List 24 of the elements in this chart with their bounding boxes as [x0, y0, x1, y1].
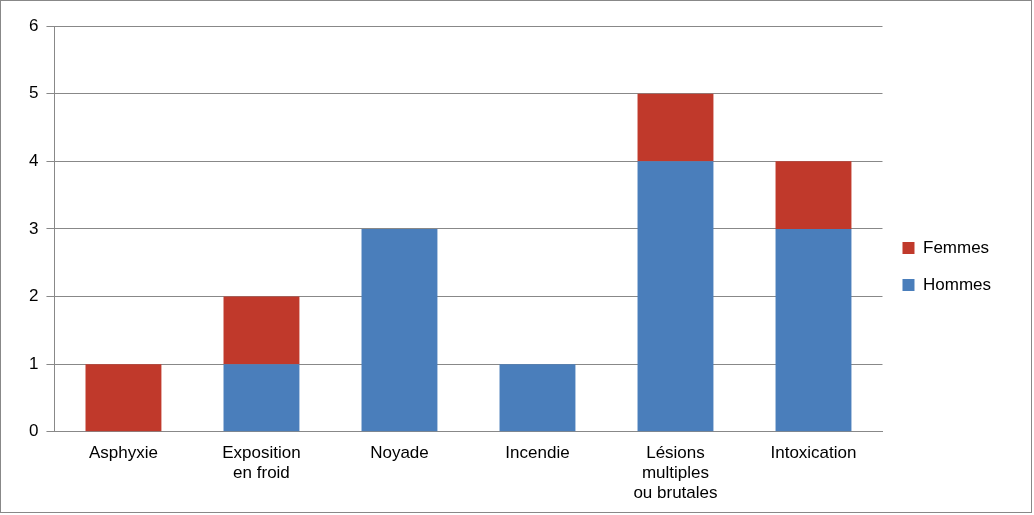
bar [85, 364, 162, 432]
y-tick-label: 1 [28, 353, 39, 373]
legend-label: Femmes [922, 237, 990, 257]
bar [637, 161, 714, 432]
bar [499, 364, 576, 432]
y-tick-label: 4 [28, 150, 39, 170]
x-tick-label: Intoxication [770, 442, 857, 462]
bar [637, 93, 714, 162]
x-tick-label: Lésions multiples ou brutales [633, 442, 718, 503]
bar [223, 296, 300, 365]
y-tick-label: 6 [28, 15, 39, 35]
x-tick-label: Asphyxie [88, 442, 158, 462]
bar [775, 228, 852, 432]
x-tick-label: Incendie [505, 442, 570, 462]
y-tick-label: 3 [28, 218, 39, 238]
x-tick-label: Exposition en froid [222, 442, 301, 483]
y-tick-label: 5 [28, 83, 39, 103]
y-tick-label: 0 [28, 421, 39, 441]
bar [775, 161, 852, 229]
x-tick-label: Noyade [370, 442, 429, 462]
legend-label: Hommes [922, 274, 992, 294]
bar [223, 364, 300, 432]
y-tick-label: 2 [28, 286, 39, 306]
bar [361, 228, 438, 432]
